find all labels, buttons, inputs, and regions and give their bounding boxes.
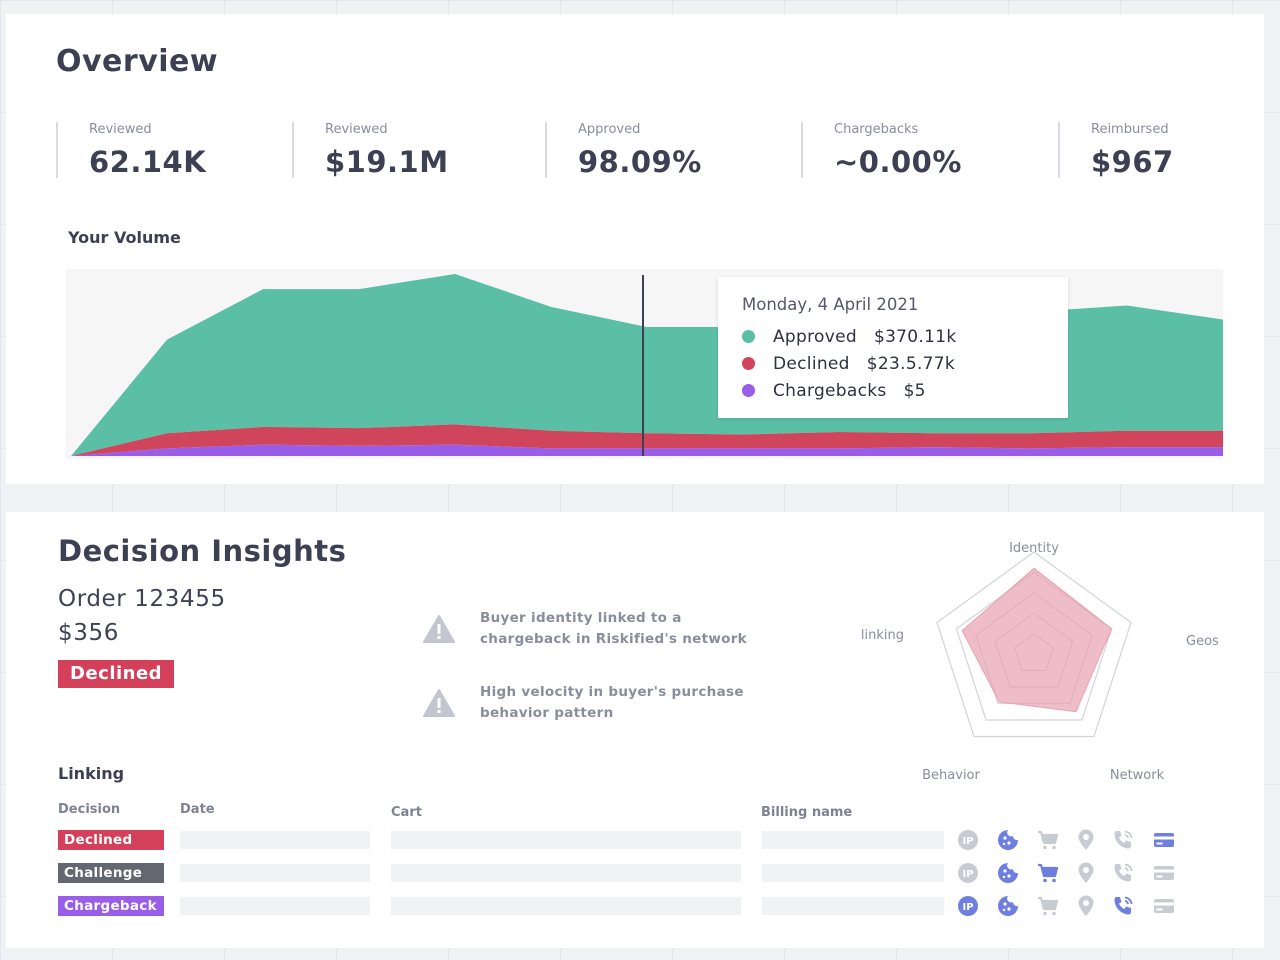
cart-placeholder bbox=[391, 897, 741, 915]
stat-label: Reviewed bbox=[325, 122, 388, 137]
stat-value: ~0.00% bbox=[834, 145, 962, 179]
stat-label: Chargebacks bbox=[834, 122, 919, 137]
ip-icon[interactable]: IP bbox=[956, 861, 980, 885]
column-header-date: Date bbox=[180, 802, 215, 817]
linking-title: Linking bbox=[58, 764, 125, 783]
stat-reviewed-amount: Reviewed $19.1M bbox=[292, 122, 449, 179]
location-pin-icon[interactable] bbox=[1074, 861, 1098, 885]
radar-axis-label-geos: Geos bbox=[1186, 634, 1219, 649]
decision-badge: Challenge bbox=[58, 863, 164, 883]
insight-reason: Buyer identity linked to a chargeback in… bbox=[422, 608, 750, 650]
legend-dot bbox=[742, 330, 755, 343]
insight-reason-text: Buyer identity linked to a chargeback in… bbox=[480, 610, 747, 647]
cart-icon[interactable] bbox=[1036, 894, 1060, 918]
stat-value: $967 bbox=[1091, 145, 1174, 179]
date-placeholder bbox=[180, 864, 370, 882]
stat-label: Reviewed bbox=[89, 122, 152, 137]
location-pin-icon[interactable] bbox=[1074, 828, 1098, 852]
column-header-billing-name: Billing name bbox=[761, 805, 853, 820]
date-placeholder bbox=[180, 897, 370, 915]
stat-value: 62.14K bbox=[89, 145, 207, 179]
stat-approved: Approved 98.09% bbox=[545, 122, 702, 179]
column-header-decision: Decision bbox=[58, 802, 121, 817]
svg-text:IP: IP bbox=[962, 869, 973, 880]
linking-row[interactable]: Challenge IP bbox=[58, 861, 1198, 885]
legend-dot bbox=[742, 357, 755, 370]
cart-placeholder bbox=[391, 864, 741, 882]
phone-icon[interactable] bbox=[1111, 828, 1135, 852]
tooltip-value: $370.11k bbox=[873, 326, 957, 347]
column-header-cart: Cart bbox=[391, 805, 422, 820]
radar-axis-label-behavior: Behavior bbox=[922, 768, 980, 783]
cookie-icon[interactable] bbox=[996, 861, 1020, 885]
decision-badge: Declined bbox=[58, 830, 164, 850]
ip-icon[interactable]: IP bbox=[956, 894, 980, 918]
chart-tooltip: Monday, 4 April 2021 Approved $370.11k D… bbox=[718, 277, 1068, 418]
cart-placeholder bbox=[391, 831, 741, 849]
tooltip-date: Monday, 4 April 2021 bbox=[742, 295, 919, 314]
linking-row[interactable]: Chargeback IP bbox=[58, 894, 1198, 918]
ip-icon[interactable]: IP bbox=[956, 828, 980, 852]
decision-insights-title: Decision Insights bbox=[58, 534, 347, 568]
decision-badge: Chargeback bbox=[58, 896, 164, 916]
radar-value-area bbox=[961, 567, 1113, 713]
stat-value: 98.09% bbox=[578, 145, 702, 179]
order-number: Order 123455 bbox=[58, 586, 226, 612]
stat-reviewed-count: Reviewed 62.14K bbox=[56, 122, 207, 179]
billing-name-placeholder bbox=[762, 831, 944, 849]
tooltip-label: Approved bbox=[773, 326, 857, 347]
cart-icon[interactable] bbox=[1036, 861, 1060, 885]
radar-chart: Identity Geos Network Behavior linking bbox=[861, 541, 1219, 783]
decision-badge: Declined bbox=[58, 660, 175, 688]
stat-value: $19.1M bbox=[325, 145, 449, 179]
tooltip-label: Declined bbox=[773, 353, 850, 374]
svg-text:IP: IP bbox=[962, 836, 973, 847]
tooltip-label: Chargebacks bbox=[773, 380, 887, 401]
tooltip-row-approved: Approved $370.11k bbox=[742, 323, 1068, 350]
radar-axis-label-network: Network bbox=[1110, 768, 1165, 783]
stat-label: Reimbursed bbox=[1091, 122, 1169, 137]
linking-row[interactable]: Declined IP bbox=[58, 828, 1198, 852]
stat-chargebacks: Chargebacks ~0.00% bbox=[801, 122, 962, 179]
stat-label: Approved bbox=[578, 122, 641, 137]
tooltip-value: $5 bbox=[903, 380, 926, 401]
phone-icon[interactable] bbox=[1111, 861, 1135, 885]
credit-card-icon[interactable] bbox=[1152, 894, 1176, 918]
date-placeholder bbox=[180, 831, 370, 849]
insight-reason: High velocity in buyer's purchase behavi… bbox=[422, 682, 750, 724]
radar-grid-ring bbox=[936, 551, 1132, 738]
tooltip-value: $23.5.77k bbox=[866, 353, 956, 374]
credit-card-icon[interactable] bbox=[1152, 861, 1176, 885]
cookie-icon[interactable] bbox=[996, 828, 1020, 852]
warning-icon bbox=[423, 615, 455, 643]
insight-reason-text: High velocity in buyer's purchase behavi… bbox=[480, 684, 744, 721]
area-series-declined bbox=[71, 424, 1223, 456]
cart-icon[interactable] bbox=[1036, 828, 1060, 852]
overview-card: Overview Reviewed 62.14K Reviewed $19.1M… bbox=[6, 14, 1264, 484]
svg-text:IP: IP bbox=[962, 902, 973, 913]
tooltip-row-declined: Declined $23.5.77k bbox=[742, 350, 1068, 377]
overview-title: Overview bbox=[56, 44, 219, 79]
volume-chart-title: Your Volume bbox=[68, 228, 181, 247]
cookie-icon[interactable] bbox=[996, 894, 1020, 918]
phone-icon[interactable] bbox=[1111, 894, 1135, 918]
billing-name-placeholder bbox=[762, 864, 944, 882]
order-amount: $356 bbox=[58, 620, 119, 646]
legend-dot bbox=[742, 384, 755, 397]
location-pin-icon[interactable] bbox=[1074, 894, 1098, 918]
warning-icon bbox=[423, 689, 455, 717]
decision-insights-card: Decision Insights Order 123455 $356 Decl… bbox=[6, 512, 1264, 948]
billing-name-placeholder bbox=[762, 897, 944, 915]
tooltip-row-chargebacks: Chargebacks $5 bbox=[742, 377, 1068, 404]
area-series-chargebacks bbox=[71, 444, 1223, 456]
credit-card-icon[interactable] bbox=[1152, 828, 1176, 852]
radar-axis-label-identity: Identity bbox=[1009, 541, 1059, 556]
radar-axis-label-linking: linking bbox=[861, 628, 904, 643]
stat-reimbursed: Reimbursed $967 bbox=[1058, 122, 1174, 179]
